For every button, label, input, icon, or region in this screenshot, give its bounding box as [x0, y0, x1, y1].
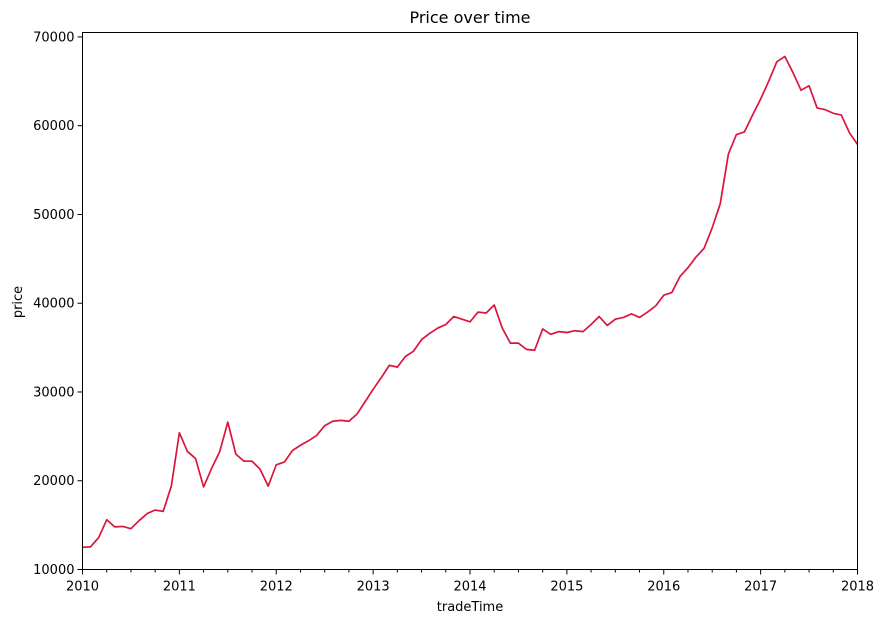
y-tick-label: 50000 [33, 208, 74, 223]
x-tick-label: 2017 [744, 580, 777, 595]
x-tick-label: 2015 [550, 580, 583, 595]
y-tick-label: 40000 [33, 297, 74, 312]
plot-frame [82, 32, 858, 570]
x-axis-minor-ticks [106, 569, 834, 573]
x-axis-ticks: 2010 2011 2012 2013 2014 2015 2016 2017 2018 [66, 569, 874, 595]
price-series-line [82, 55, 859, 549]
x-tick-label: 2013 [357, 580, 390, 595]
y-tick-label: 60000 [33, 119, 74, 134]
x-tick-label: 2012 [260, 580, 293, 595]
y-tick-label: 30000 [33, 385, 74, 400]
y-tick-label: 70000 [33, 30, 74, 45]
x-tick-label: 2011 [163, 580, 196, 595]
x-tick-label: 2014 [453, 580, 486, 595]
y-axis-title: price [11, 286, 26, 318]
chart-title: Price over time [409, 8, 530, 27]
x-tick-label: 2018 [841, 580, 874, 595]
y-axis-ticks: 10000 20000 30000 40000 50000 60000 70000 [33, 30, 83, 578]
x-axis-title: tradeTime [437, 600, 503, 615]
y-tick-label: 10000 [33, 563, 74, 578]
y-tick-label: 20000 [33, 474, 74, 489]
plot-area [82, 32, 859, 570]
x-tick-label: 2016 [647, 580, 680, 595]
x-tick-label: 2010 [66, 580, 99, 595]
